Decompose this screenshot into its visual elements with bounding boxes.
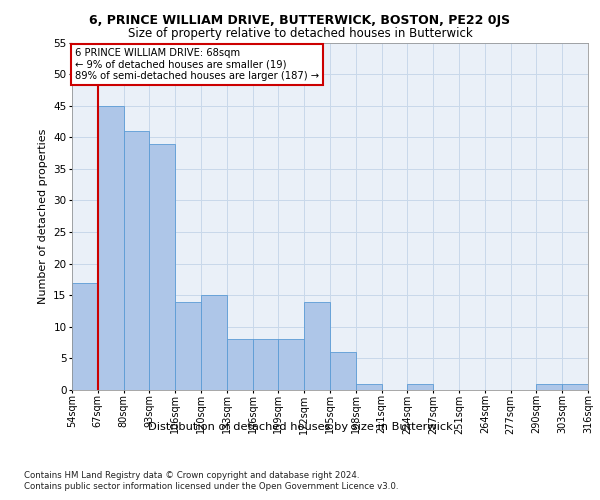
Bar [124,131,149,390]
Text: 6 PRINCE WILLIAM DRIVE: 68sqm
← 9% of detached houses are smaller (19)
89% of se: 6 PRINCE WILLIAM DRIVE: 68sqm ← 9% of de… [74,48,319,81]
Bar [98,106,124,390]
Text: Contains HM Land Registry data © Crown copyright and database right 2024.: Contains HM Land Registry data © Crown c… [24,471,359,480]
Bar [227,340,253,390]
Text: Size of property relative to detached houses in Butterwick: Size of property relative to detached ho… [128,28,472,40]
Bar [149,144,175,390]
Bar [201,295,227,390]
Y-axis label: Number of detached properties: Number of detached properties [38,128,47,304]
Bar [253,340,278,390]
Bar [175,302,201,390]
Bar [72,282,98,390]
Text: Distribution of detached houses by size in Butterwick: Distribution of detached houses by size … [148,422,452,432]
Text: Contains public sector information licensed under the Open Government Licence v3: Contains public sector information licen… [24,482,398,491]
Bar [356,384,382,390]
Bar [330,352,356,390]
Bar [304,302,330,390]
Bar [278,340,304,390]
Text: 6, PRINCE WILLIAM DRIVE, BUTTERWICK, BOSTON, PE22 0JS: 6, PRINCE WILLIAM DRIVE, BUTTERWICK, BOS… [89,14,511,27]
Bar [562,384,588,390]
Bar [536,384,562,390]
Bar [407,384,433,390]
